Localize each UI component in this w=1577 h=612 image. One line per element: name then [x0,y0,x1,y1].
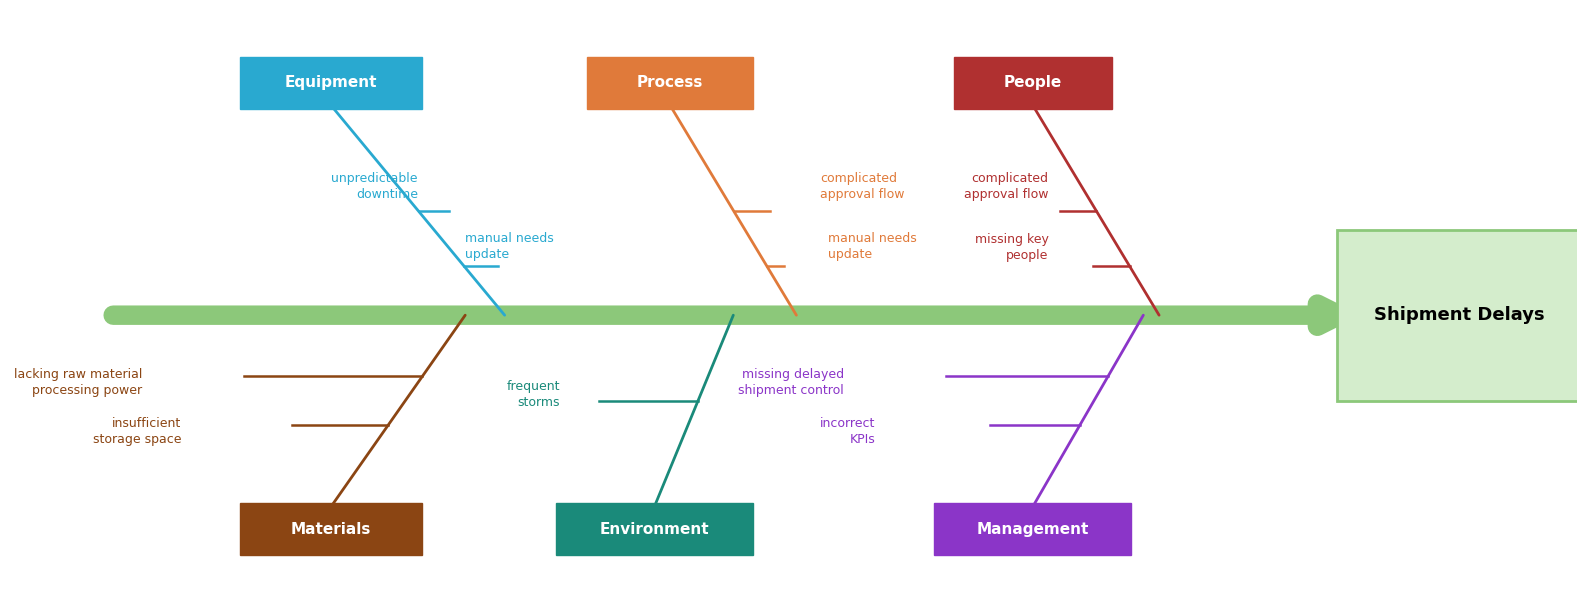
Text: Equipment: Equipment [285,75,377,90]
Text: Materials: Materials [292,522,371,537]
Text: complicated
approval flow: complicated approval flow [820,172,905,201]
FancyBboxPatch shape [1337,230,1577,401]
FancyBboxPatch shape [555,503,754,556]
Text: manual needs
update: manual needs update [828,231,916,261]
Text: Management: Management [976,522,1090,537]
Text: insufficient
storage space: insufficient storage space [93,417,181,446]
Text: missing delayed
shipment control: missing delayed shipment control [738,368,844,397]
Text: incorrect
KPIs: incorrect KPIs [820,417,875,446]
FancyBboxPatch shape [240,57,421,109]
Text: Shipment Delays: Shipment Delays [1374,306,1545,324]
Text: unpredictable
downtime: unpredictable downtime [331,172,418,201]
FancyBboxPatch shape [587,57,754,109]
Text: missing key
people: missing key people [975,233,1049,263]
Text: People: People [1005,75,1061,90]
Text: lacking raw material
processing power: lacking raw material processing power [14,368,142,397]
Text: Environment: Environment [599,522,710,537]
Text: frequent
storms: frequent storms [506,380,560,409]
FancyBboxPatch shape [240,503,421,556]
Text: complicated
approval flow: complicated approval flow [964,172,1049,201]
Text: manual needs
update: manual needs update [465,231,554,261]
FancyBboxPatch shape [954,57,1112,109]
FancyBboxPatch shape [934,503,1131,556]
Text: Process: Process [637,75,703,90]
